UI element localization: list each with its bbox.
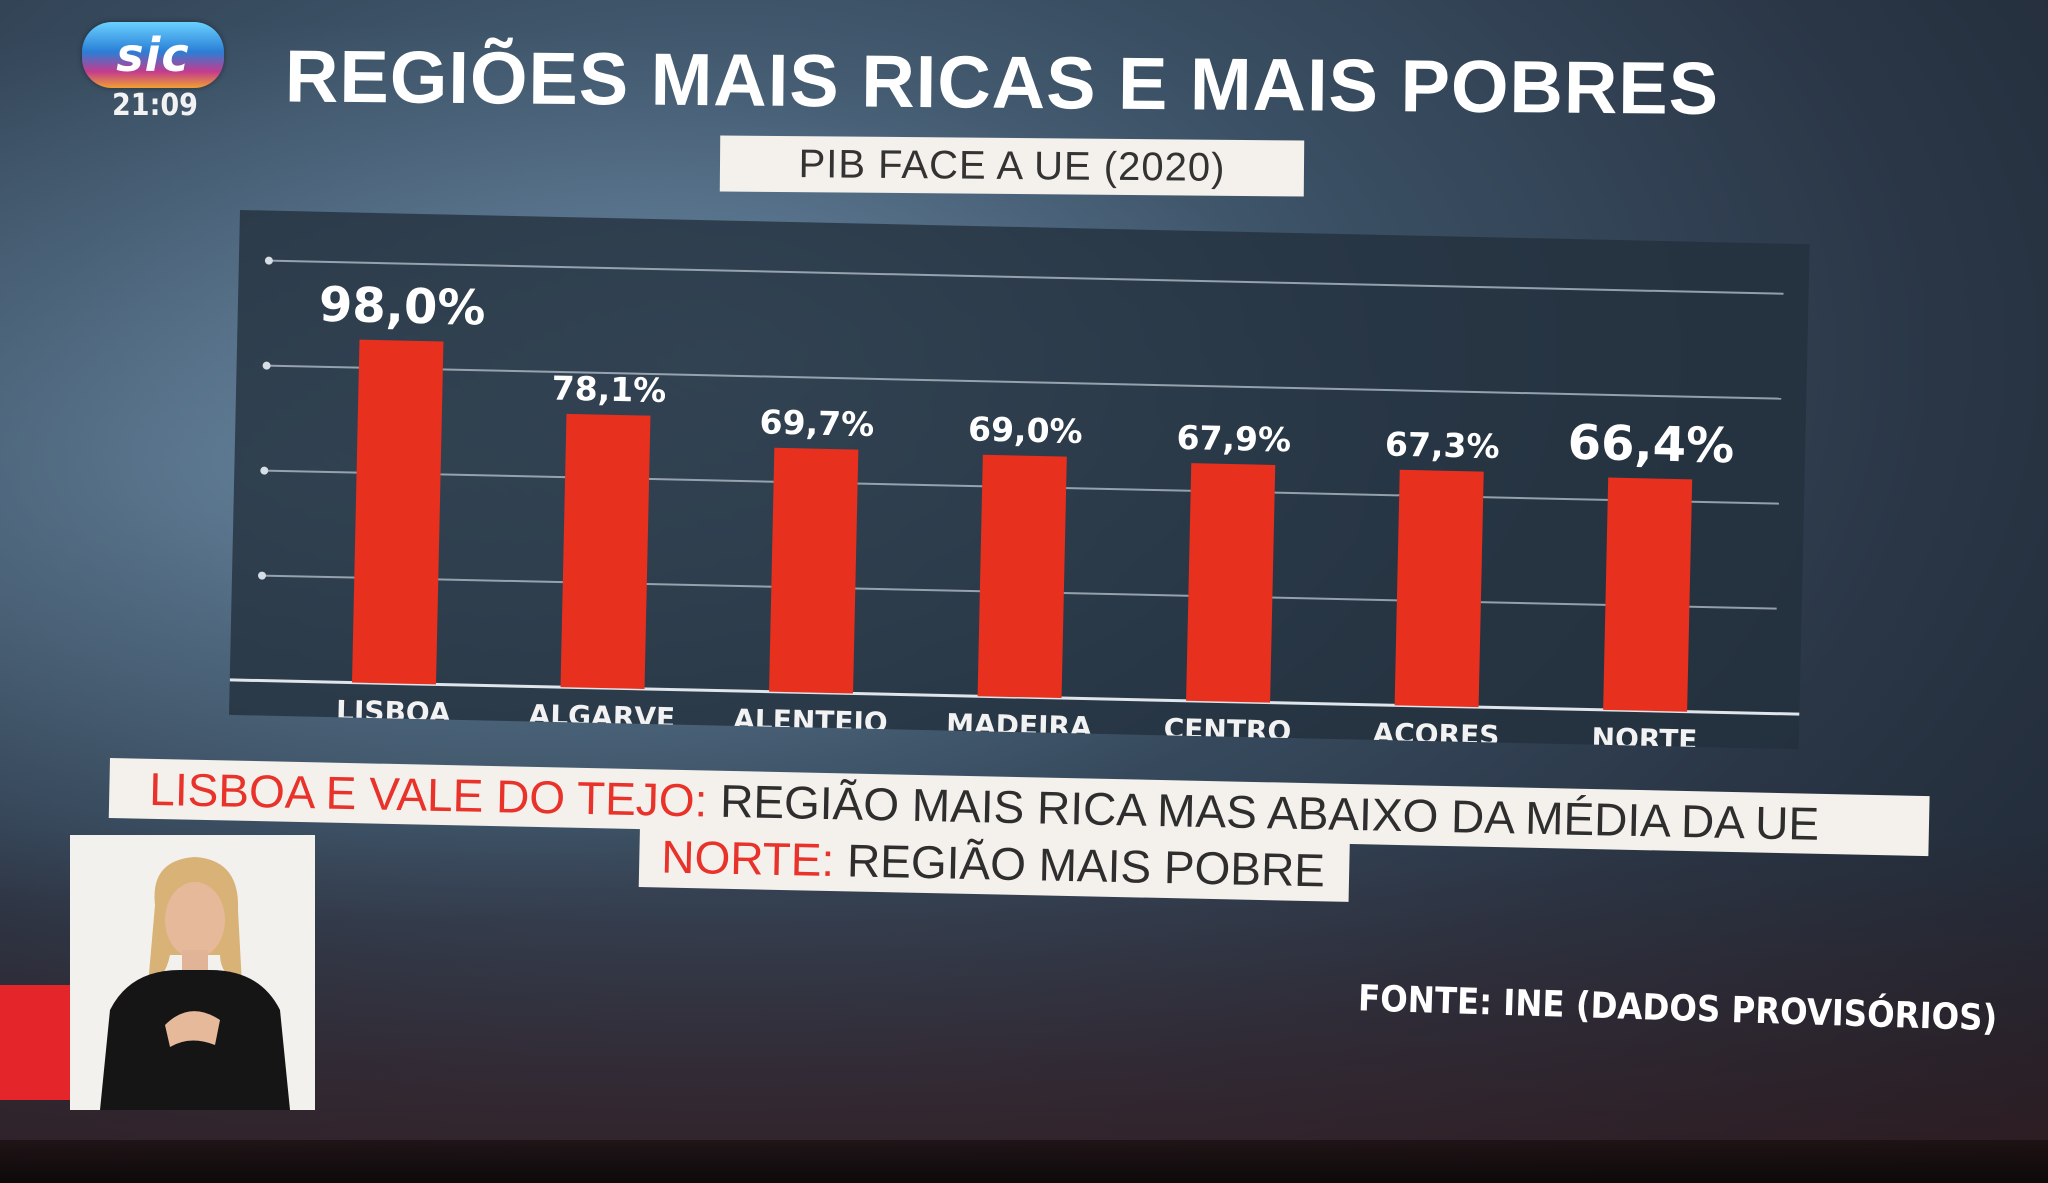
gridline-marker <box>264 256 273 265</box>
category-label: MADEIRA <box>946 708 1093 744</box>
bar <box>1394 469 1484 708</box>
note-1-highlight: LISBOA E VALE DO TEJO: <box>148 762 708 827</box>
source-credit: FONTE: INE (DADOS PROVISÓRIOS) <box>1357 978 1998 1040</box>
channel-logo: sic <box>82 22 224 88</box>
chart-panel: 98,0% LISBOA E VALE DO TEJO 78,1% ALGARVE 69,… <box>228 210 1810 750</box>
gridline <box>266 364 1782 400</box>
sign-language-interpreter <box>70 835 315 1110</box>
category-label: CENTRO <box>1163 712 1291 748</box>
data-label: 69,0% <box>968 409 1083 450</box>
bar <box>769 447 859 694</box>
gridline <box>268 259 1784 295</box>
bar <box>977 454 1067 699</box>
red-accent-bar <box>0 985 70 1100</box>
channel-logo-text: sic <box>116 28 190 82</box>
data-label: 78,1% <box>551 368 666 409</box>
gridline-marker <box>262 361 271 370</box>
category-label: AÇORES <box>1372 717 1500 749</box>
gridline-marker <box>260 466 269 475</box>
category-label: ALENTEJO <box>733 703 888 739</box>
screen-bottom-edge <box>0 1140 2048 1183</box>
interpreter-figure <box>70 835 315 1110</box>
note-2-highlight: NORTE: <box>660 830 835 887</box>
page-title: REGIÕES MAIS RICAS E MAIS POBRES <box>284 34 1720 130</box>
data-label: 67,3% <box>1385 424 1500 465</box>
category-label: ALGARVE <box>528 698 675 734</box>
clock: 21:09 <box>112 88 198 123</box>
note-2-text: REGIÃO MAIS POBRE <box>846 834 1326 897</box>
data-label: 69,7% <box>759 402 874 443</box>
category-label: E VALE DO TEJO <box>269 727 516 749</box>
subtitle-box: PIB FACE A UE (2020) <box>719 135 1305 197</box>
bar <box>1186 463 1276 703</box>
category-label: LISBOA <box>336 694 452 729</box>
subtitle: PIB FACE A UE (2020) <box>798 141 1226 190</box>
gridline-marker <box>258 571 267 580</box>
data-label: 66,4% <box>1567 415 1735 475</box>
data-label: 67,9% <box>1176 418 1291 459</box>
data-label: 98,0% <box>318 277 486 337</box>
bar <box>560 413 651 689</box>
bar <box>1603 477 1693 712</box>
bar <box>352 339 444 685</box>
category-label: NORTE <box>1591 722 1697 750</box>
